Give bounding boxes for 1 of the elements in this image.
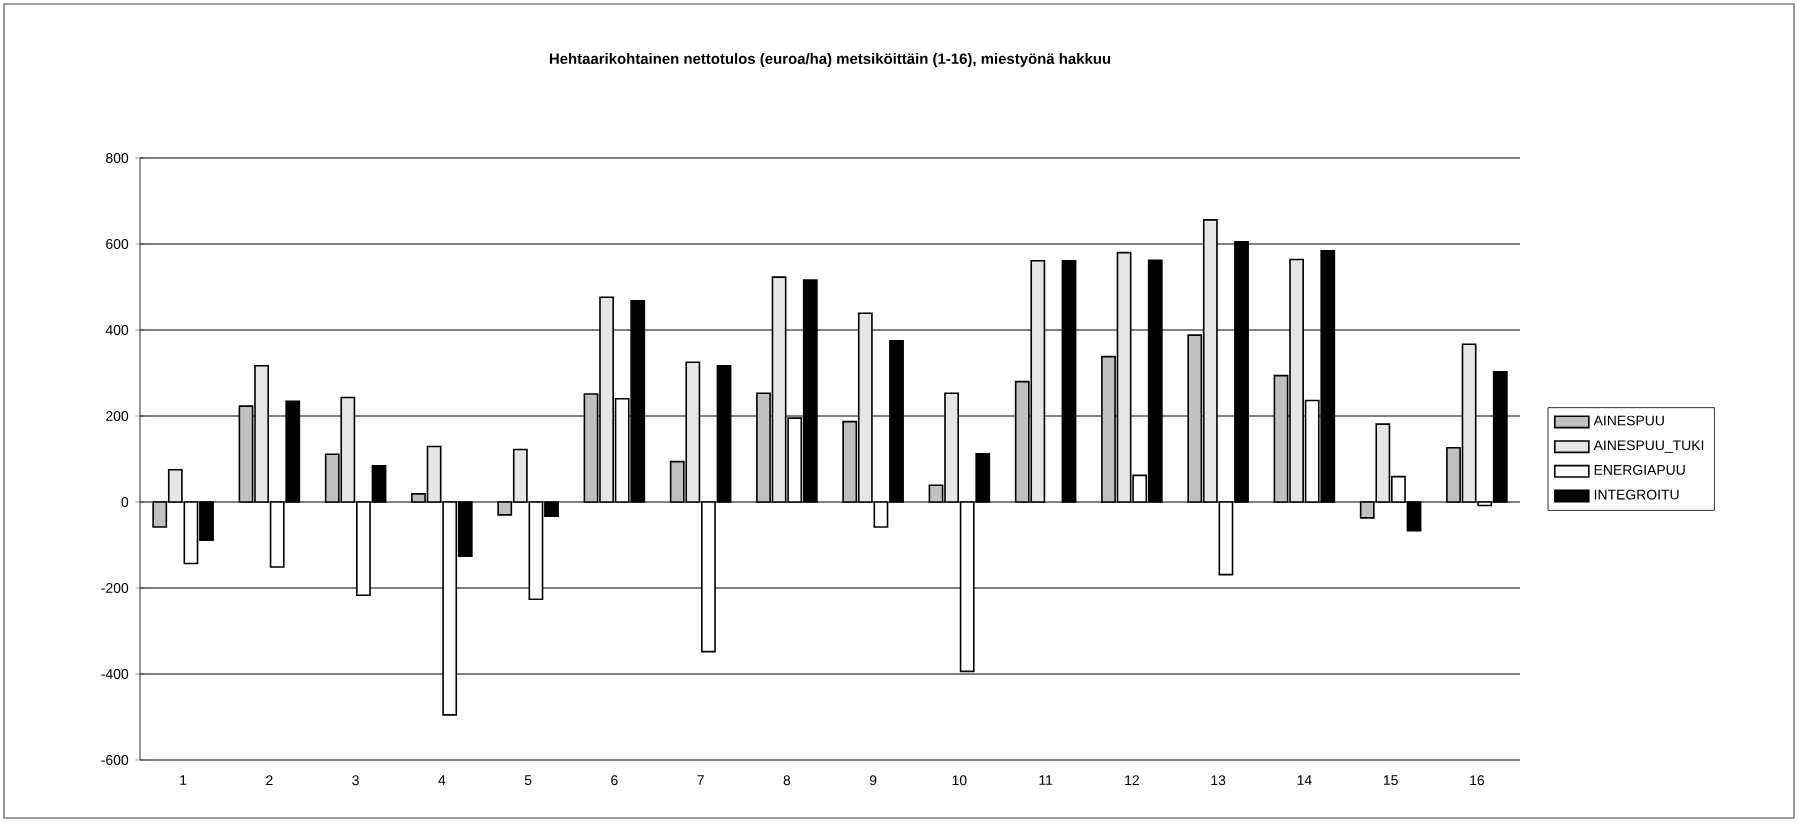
bar — [1061, 259, 1077, 503]
